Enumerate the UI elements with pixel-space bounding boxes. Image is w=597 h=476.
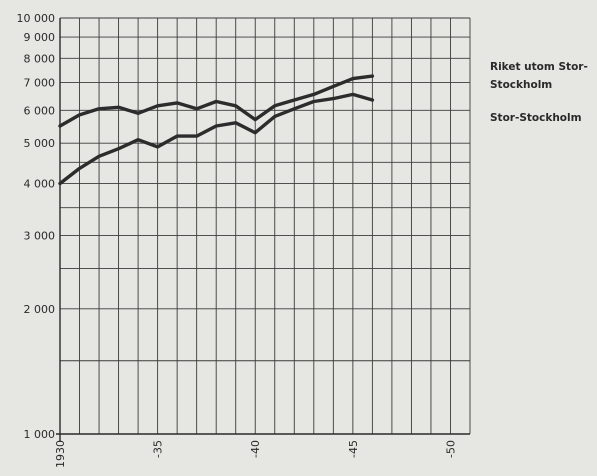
y-tick-labels: 1 000 2 000 3 000 4 000 5 000 6 000 7 000 8 000… [17, 12, 56, 441]
y-tick-label: 10 000 [17, 12, 56, 25]
y-tick-label: 4 000 [24, 178, 56, 191]
legend-label: Stor-Stockholm [490, 112, 582, 124]
y-tick-label: 2 000 [24, 303, 56, 316]
x-tick-label: -35 [152, 440, 165, 458]
y-tick-label: 1 000 [24, 428, 56, 441]
legend-label: Stockholm [490, 79, 552, 91]
series-lines [58, 74, 375, 186]
y-tick-label: 6 000 [24, 104, 56, 117]
y-tick-label: 9 000 [24, 31, 56, 44]
axes [56, 18, 470, 442]
x-tick-label: -45 [347, 440, 360, 458]
y-tick-label: 5 000 [24, 137, 56, 150]
series-line-riket-utom-stor-stockholm [58, 92, 375, 186]
legend: Riket utom Stor- Stockholm Stor-Stockholm [490, 61, 588, 124]
x-tick-label: -50 [444, 440, 457, 458]
legend-label: Riket utom Stor- [490, 61, 588, 73]
y-tick-label: 8 000 [24, 52, 56, 65]
y-tick-label: 7 000 [24, 76, 56, 89]
x-tick-label: 1930 [54, 440, 67, 468]
series-line-stor-stockholm [58, 74, 375, 128]
x-tick-labels: 1930 -35 -40 -45 -50 [54, 440, 457, 468]
grid [59, 17, 471, 435]
x-tick-label: -40 [249, 440, 262, 458]
y-tick-label: 3 000 [24, 230, 56, 243]
